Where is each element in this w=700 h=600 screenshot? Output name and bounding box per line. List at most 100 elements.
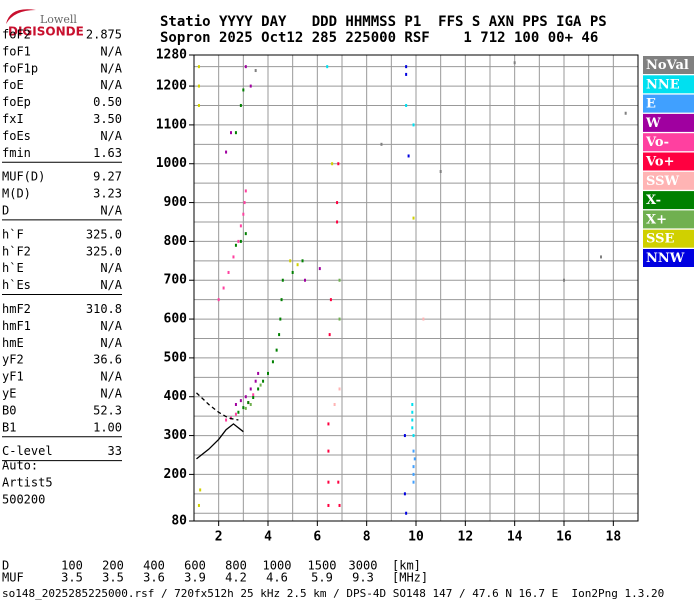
y-tick-label: 80 xyxy=(171,514,187,529)
param-name: h`F2 xyxy=(2,244,31,258)
echo-dot xyxy=(600,255,602,259)
echo-dot xyxy=(199,488,202,492)
legend-swatch xyxy=(643,249,694,267)
x-tick-label: 6 xyxy=(313,530,321,545)
param-value: N/A xyxy=(100,261,122,275)
echo-dot xyxy=(412,434,415,438)
echo-dot xyxy=(242,212,245,216)
auto-line: 500200 xyxy=(2,493,45,507)
header-line: Sopron 2025 Oct12 285 225000 RSF 1 712 1… xyxy=(160,30,598,46)
echo-dot xyxy=(249,403,252,406)
legend-swatch xyxy=(643,191,694,210)
param-value: N/A xyxy=(100,387,122,401)
echo-dot xyxy=(439,170,442,173)
param-value: 3.23 xyxy=(93,187,122,201)
echo-dot xyxy=(234,131,237,135)
footer: so148_2025285225000.rsf / 720fx512h 25 k… xyxy=(2,587,664,600)
y-tick-label: 1200 xyxy=(156,79,187,94)
param-name: foF2 xyxy=(2,28,31,42)
param-name: fmin xyxy=(2,146,31,160)
muf-value: 9.3 xyxy=(352,571,374,585)
logo-swoosh xyxy=(6,9,36,24)
echo-dot xyxy=(254,69,257,73)
echo-dot xyxy=(239,399,242,403)
x-tick-label: 8 xyxy=(363,530,371,545)
legend-label: X+ xyxy=(646,212,667,227)
logo-text: Lowell xyxy=(40,13,77,26)
echo-dot xyxy=(407,154,410,158)
echo-dot xyxy=(337,480,340,484)
echo-dot xyxy=(244,232,247,236)
echo-dot xyxy=(197,103,200,107)
x-tick-label: 4 xyxy=(264,530,272,545)
echo-dot xyxy=(405,103,408,107)
x-tick-label: 14 xyxy=(507,530,523,545)
param-name: h`E xyxy=(2,261,24,275)
echo-dot xyxy=(225,150,228,154)
echo-dot xyxy=(331,162,334,166)
param-value: 3.50 xyxy=(93,112,122,126)
legend-label: Vo- xyxy=(645,135,669,150)
echo-dot xyxy=(225,418,228,422)
param-name: yF2 xyxy=(2,353,24,367)
x-tick-label: 12 xyxy=(458,530,474,545)
echo-dot xyxy=(411,403,414,406)
echo-dot xyxy=(304,278,306,282)
echo-dot xyxy=(422,317,425,321)
echo-dot xyxy=(262,379,265,383)
param-name: B1 xyxy=(2,420,16,434)
param-name: C-level xyxy=(2,444,53,458)
x-tick-label: 16 xyxy=(556,530,572,545)
echo-dot xyxy=(259,383,262,387)
d-value: 200 xyxy=(102,559,124,573)
echo-dot xyxy=(249,84,252,88)
echo-dot xyxy=(247,401,250,405)
echo-dot xyxy=(405,65,408,69)
d-value: 3000 xyxy=(349,559,378,573)
y-tick-label: 800 xyxy=(164,234,188,249)
param-name: hmF2 xyxy=(2,302,31,316)
echo-dot xyxy=(234,403,237,406)
echo-dot xyxy=(412,472,415,476)
legend-swatch xyxy=(643,210,694,229)
param-name: h`F xyxy=(2,227,24,241)
param-value: 33 xyxy=(108,444,122,458)
d-value: 1000 xyxy=(263,559,292,573)
legend-label: NoVal xyxy=(646,58,689,73)
legend-label: Vo+ xyxy=(645,155,674,170)
legend-label: SSW xyxy=(646,174,679,189)
param-name: hmF1 xyxy=(2,319,31,333)
echo-dot xyxy=(328,333,331,337)
param-value: N/A xyxy=(100,319,122,333)
echo-dot xyxy=(624,111,627,115)
echo-dot xyxy=(239,103,242,107)
echo-dot xyxy=(380,142,383,146)
echo-dot xyxy=(242,406,245,410)
echo-dot xyxy=(237,410,240,414)
echo-dot xyxy=(291,270,294,274)
echo-dot xyxy=(338,278,341,282)
muf-value: 3.9 xyxy=(184,571,206,585)
d-label: D xyxy=(2,559,9,573)
param-value: 1.63 xyxy=(93,146,122,160)
echo-dot xyxy=(279,317,282,321)
unit: [MHz] xyxy=(392,571,428,585)
echo-dot xyxy=(280,298,283,302)
echo-dot xyxy=(237,239,240,243)
y-tick-label: 200 xyxy=(164,467,188,482)
auto-line: Artist5 xyxy=(2,476,53,490)
muf-value: 4.6 xyxy=(266,571,288,585)
param-value: N/A xyxy=(100,44,122,58)
muf-value: 4.2 xyxy=(225,571,247,585)
legend-label: NNE xyxy=(646,77,680,92)
echo-dot xyxy=(242,88,245,92)
echo-dot xyxy=(257,371,260,375)
echo-dot xyxy=(301,259,304,263)
echo-dot xyxy=(227,270,230,274)
echo-dot xyxy=(222,286,225,290)
param-name: foF1p xyxy=(2,61,38,75)
param-value: 1.00 xyxy=(93,420,122,434)
param-value: N/A xyxy=(100,129,122,143)
param-value: N/A xyxy=(100,78,122,92)
echo-dot xyxy=(232,255,235,259)
